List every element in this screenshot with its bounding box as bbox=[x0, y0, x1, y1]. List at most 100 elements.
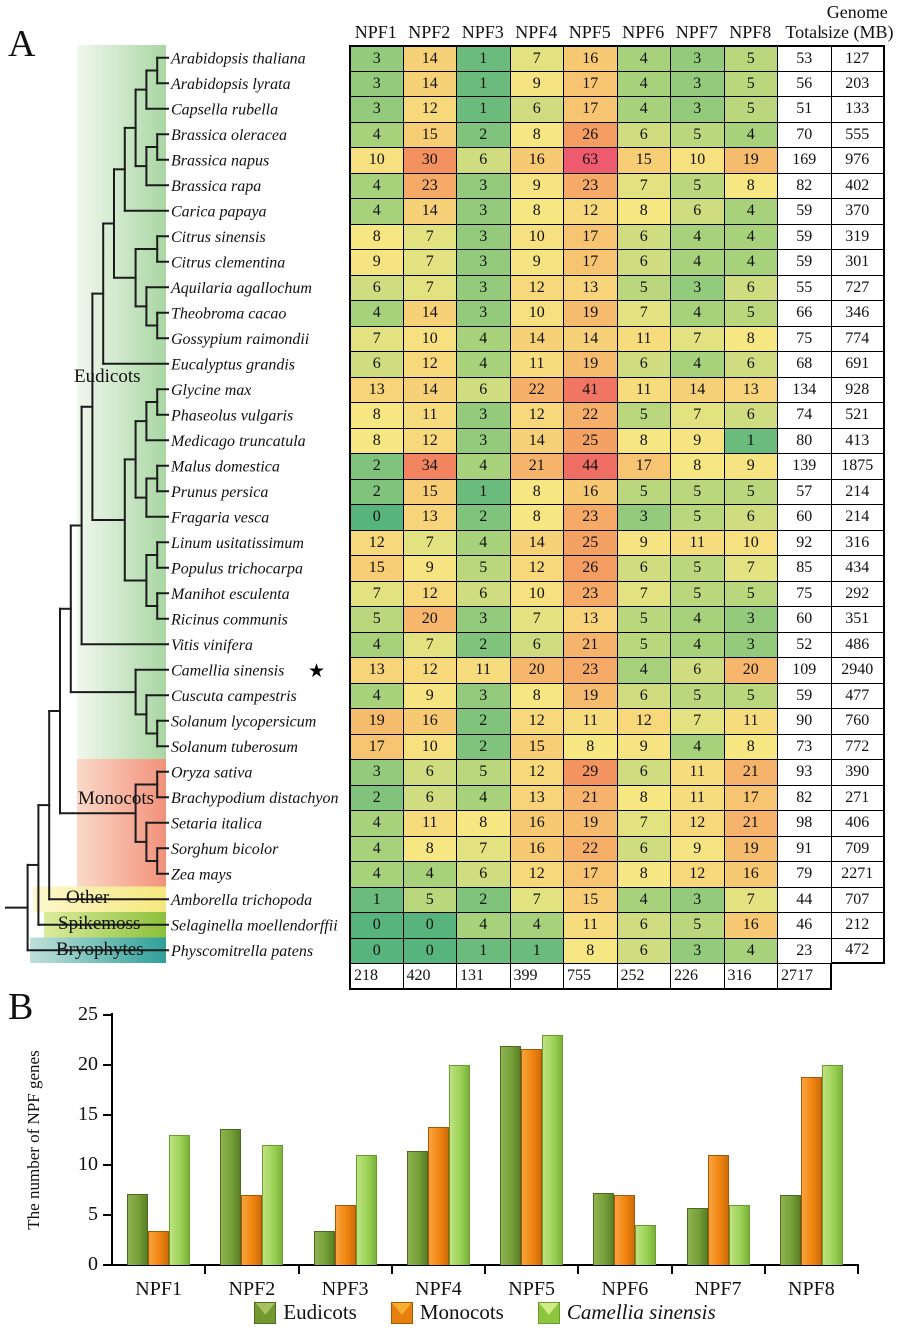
bar-camellia-sinensis-npf8 bbox=[822, 1065, 843, 1265]
y-tick-label: 15 bbox=[78, 1103, 98, 1125]
species-label: Ricinus communis bbox=[170, 611, 288, 628]
heatmap-cell: 6 bbox=[509, 631, 564, 658]
heatmap-cell: 16 bbox=[509, 810, 564, 837]
heatmap-cell: 23 bbox=[563, 657, 618, 684]
species-label: Brassica rapa bbox=[171, 178, 261, 195]
heatmap-cell: 14 bbox=[402, 198, 457, 225]
total-cell: 53 bbox=[777, 45, 832, 72]
total-cell: 51 bbox=[777, 96, 832, 123]
heatmap-cell: 4 bbox=[723, 223, 778, 250]
heatmap-cell: 8 bbox=[563, 937, 618, 964]
heatmap-cell: 6 bbox=[670, 198, 725, 225]
heatmap-cell: 12 bbox=[509, 759, 564, 786]
heatmap-cell: 7 bbox=[402, 529, 457, 556]
species-label: Populus trichocarpa bbox=[170, 560, 303, 577]
heatmap-cell: 12 bbox=[402, 657, 457, 684]
heatmap-cell: 11 bbox=[723, 708, 778, 735]
species-label: Citrus sinensis bbox=[171, 229, 266, 246]
heatmap-cell: 8 bbox=[616, 861, 671, 888]
heatmap-cell: 4 bbox=[456, 784, 511, 811]
total-cell: 70 bbox=[777, 121, 832, 148]
heatmap-cell: 41 bbox=[563, 376, 618, 403]
heatmap-cell: 16 bbox=[563, 478, 618, 505]
species-label: Oryza sativa bbox=[171, 764, 252, 781]
total-cell: 56 bbox=[777, 70, 832, 97]
genome-cell: 521 bbox=[830, 402, 885, 429]
genome-cell: 477 bbox=[830, 682, 885, 709]
heatmap-cell: 3 bbox=[456, 223, 511, 250]
total-cell: 85 bbox=[777, 555, 832, 582]
total-cell: 75 bbox=[777, 580, 832, 607]
heatmap-cell: 3 bbox=[349, 70, 404, 97]
heatmap-cell: 10 bbox=[402, 733, 457, 760]
heatmap-cell: 11 bbox=[456, 657, 511, 684]
genome-cell: 127 bbox=[830, 45, 885, 72]
genome-cell: 472 bbox=[830, 937, 885, 964]
species-label: Brassica oleracea bbox=[171, 127, 287, 144]
genome-cell: 928 bbox=[830, 376, 885, 403]
heatmap-cell: 20 bbox=[402, 606, 457, 633]
heatmap-cell: 4 bbox=[349, 682, 404, 709]
legend-item-camellia-sinensis: Camellia sinensis bbox=[537, 1300, 716, 1325]
species-label: Glycine max bbox=[171, 382, 251, 399]
heatmap-cell: 16 bbox=[509, 147, 564, 174]
heatmap-cell: 7 bbox=[349, 580, 404, 607]
heatmap-cell: 4 bbox=[670, 606, 725, 633]
total-cell: 68 bbox=[777, 351, 832, 378]
heatmap-cell: 9 bbox=[670, 835, 725, 862]
heatmap-cell: 8 bbox=[402, 835, 457, 862]
heatmap-cell: 15 bbox=[509, 733, 564, 760]
heatmap-cell: 5 bbox=[616, 274, 671, 301]
species-label: Linum usitatissimum bbox=[170, 535, 304, 552]
legend-item-monocots: Monocots bbox=[390, 1300, 504, 1325]
heatmap-cell: 8 bbox=[723, 172, 778, 199]
species-label: Medicago truncatula bbox=[170, 433, 306, 450]
heatmap-cell: 1 bbox=[456, 45, 511, 72]
x-category-label: NPF2 bbox=[228, 1278, 276, 1300]
star-icon: ★ bbox=[308, 661, 325, 682]
heatmap-cell: 1 bbox=[723, 427, 778, 454]
heatmap-cell: 10 bbox=[509, 580, 564, 607]
heatmap-cell: 6 bbox=[456, 376, 511, 403]
heatmap-cell: 8 bbox=[509, 682, 564, 709]
bar-camellia-sinensis-npf7 bbox=[729, 1205, 750, 1265]
heatmap-cell: 7 bbox=[670, 325, 725, 352]
x-tick bbox=[390, 1266, 393, 1274]
heatmap-cell: 3 bbox=[670, 70, 725, 97]
heatmap-cell: 4 bbox=[670, 631, 725, 658]
heatmap-cell: 12 bbox=[509, 555, 564, 582]
heatmap-header-npf4: NPF4 bbox=[515, 22, 558, 42]
legend-swatch-highlight bbox=[391, 1302, 412, 1315]
heatmap-cell: 9 bbox=[509, 249, 564, 276]
x-category-label: NPF3 bbox=[321, 1278, 369, 1300]
heatmap-cell: 3 bbox=[670, 937, 725, 964]
heatmap-cell: 11 bbox=[509, 351, 564, 378]
heatmap-cell: 4 bbox=[349, 121, 404, 148]
heatmap-cell: 14 bbox=[402, 300, 457, 327]
heatmap-cell: 13 bbox=[349, 657, 404, 684]
genome-cell: 486 bbox=[830, 631, 885, 658]
total-cell: 59 bbox=[777, 682, 832, 709]
heatmap-cell: 2 bbox=[456, 708, 511, 735]
heatmap-cell: 11 bbox=[402, 810, 457, 837]
heatmap-cell: 4 bbox=[402, 861, 457, 888]
heatmap-cell: 10 bbox=[670, 147, 725, 174]
heatmap-cell: 3 bbox=[349, 45, 404, 72]
heatmap-cell: 4 bbox=[349, 810, 404, 837]
heatmap-cell: 2 bbox=[349, 784, 404, 811]
heatmap-cell: 6 bbox=[456, 147, 511, 174]
species-label: Capsella rubella bbox=[171, 101, 278, 118]
heatmap-cell: 11 bbox=[563, 708, 618, 735]
heatmap-cell: 2 bbox=[456, 733, 511, 760]
heatmap-header-npf7: NPF7 bbox=[675, 22, 718, 42]
heatmap-cell: 14 bbox=[402, 376, 457, 403]
heatmap-cell: 6 bbox=[349, 274, 404, 301]
heatmap-cell: 11 bbox=[563, 912, 618, 939]
heatmap-cell: 44 bbox=[563, 453, 618, 480]
heatmap-cell: 6 bbox=[456, 861, 511, 888]
heatmap-cell: 8 bbox=[509, 121, 564, 148]
heatmap-cell: 22 bbox=[509, 376, 564, 403]
column-total-cell: 218 bbox=[349, 963, 404, 990]
heatmap-cell: 23 bbox=[563, 580, 618, 607]
column-total-cell: 316 bbox=[723, 963, 778, 990]
